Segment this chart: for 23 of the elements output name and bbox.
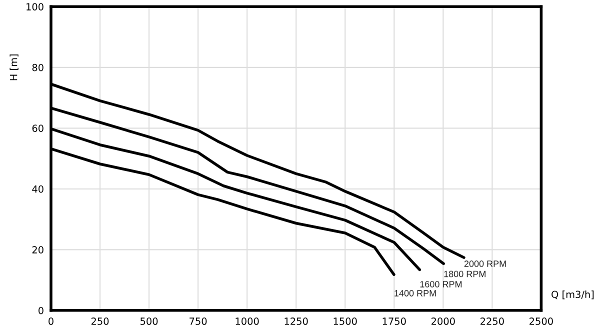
x-tick-label: 2000 (432, 318, 455, 325)
x-tick-label: 1500 (334, 318, 357, 325)
series-label: 1600 RPM (420, 281, 462, 288)
y-tick-label: 20 (32, 246, 44, 254)
x-tick-label: 1750 (382, 318, 406, 325)
x-tick-label: 2500 (530, 318, 553, 325)
y-tick-label: 60 (32, 124, 44, 132)
x-tick-label: 1000 (236, 318, 259, 325)
series-label: 2000 RPM (464, 260, 506, 267)
x-tick-label: 500 (140, 318, 158, 325)
x-tick-label: 250 (91, 318, 109, 325)
x-axis-title: Q [m3/h] (552, 290, 594, 300)
x-tick-label: 1250 (284, 318, 308, 325)
y-tick-label: 100 (26, 3, 44, 10)
y-tick-label: 40 (32, 185, 44, 193)
y-tick-label: 0 (38, 306, 44, 314)
x-tick-label: 0 (48, 318, 54, 325)
y-tick-label: 80 (32, 64, 44, 72)
x-tick-label: 750 (190, 318, 207, 325)
y-axis-title: H [m] (10, 54, 18, 80)
x-tick-label: 2250 (480, 318, 504, 325)
series-label: 1400 RPM (394, 290, 436, 296)
series-label: 1800 RPM (444, 270, 486, 278)
